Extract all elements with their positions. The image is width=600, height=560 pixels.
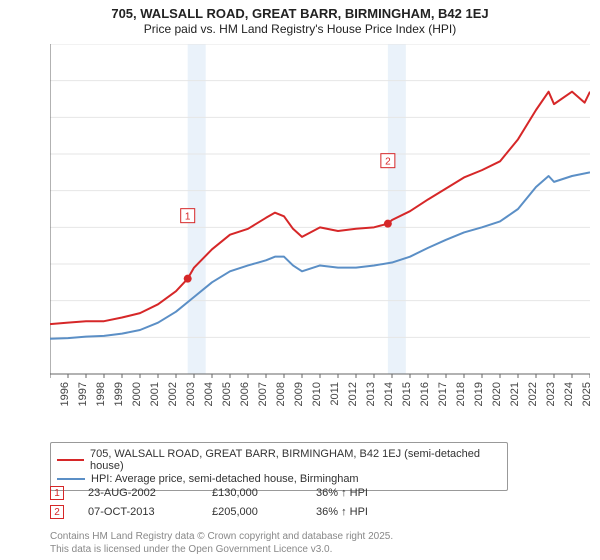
line-chart: £0£50K£100K£150K£200K£250K£300K£350K£400…	[50, 44, 590, 414]
chart-title: 705, WALSALL ROAD, GREAT BARR, BIRMINGHA…	[0, 6, 600, 21]
svg-text:2025: 2025	[581, 382, 590, 406]
svg-text:2021: 2021	[509, 382, 521, 406]
legend-swatch	[57, 478, 85, 480]
svg-text:1: 1	[185, 212, 191, 223]
svg-text:2009: 2009	[293, 382, 305, 406]
svg-text:2007: 2007	[257, 382, 269, 406]
svg-text:2022: 2022	[527, 382, 539, 406]
svg-text:2010: 2010	[311, 382, 323, 406]
event-row: 2 07-OCT-2013 £205,000 36% ↑ HPI	[50, 505, 590, 519]
legend-item: 705, WALSALL ROAD, GREAT BARR, BIRMINGHA…	[57, 448, 501, 472]
event-row: 1 23-AUG-2002 £130,000 36% ↑ HPI	[50, 486, 590, 500]
svg-text:1996: 1996	[59, 382, 71, 406]
svg-text:2001: 2001	[149, 382, 161, 406]
event-hpi: 36% ↑ HPI	[316, 487, 368, 499]
svg-text:2008: 2008	[275, 382, 287, 406]
svg-text:2015: 2015	[401, 382, 413, 406]
event-date: 23-AUG-2002	[88, 487, 188, 499]
event-date: 07-OCT-2013	[88, 506, 188, 518]
svg-text:2012: 2012	[347, 382, 359, 406]
credits: Contains HM Land Registry data © Crown c…	[50, 531, 393, 556]
svg-text:1997: 1997	[77, 382, 89, 406]
credits-line: This data is licensed under the Open Gov…	[50, 544, 393, 557]
event-price: £130,000	[212, 487, 292, 499]
svg-text:2: 2	[385, 157, 391, 168]
legend-label: 705, WALSALL ROAD, GREAT BARR, BIRMINGHA…	[90, 448, 501, 472]
svg-text:1995: 1995	[50, 382, 53, 406]
svg-text:2014: 2014	[383, 382, 395, 406]
svg-text:2004: 2004	[203, 382, 215, 406]
credits-line: Contains HM Land Registry data © Crown c…	[50, 531, 393, 544]
title-block: 705, WALSALL ROAD, GREAT BARR, BIRMINGHA…	[0, 0, 600, 36]
event-hpi: 36% ↑ HPI	[316, 506, 368, 518]
legend: 705, WALSALL ROAD, GREAT BARR, BIRMINGHA…	[50, 442, 508, 491]
legend-item: HPI: Average price, semi-detached house,…	[57, 473, 501, 485]
svg-text:2018: 2018	[455, 382, 467, 406]
svg-text:2003: 2003	[185, 382, 197, 406]
legend-label: HPI: Average price, semi-detached house,…	[91, 473, 359, 485]
svg-text:1998: 1998	[95, 382, 107, 406]
svg-text:2023: 2023	[545, 382, 557, 406]
svg-text:2019: 2019	[473, 382, 485, 406]
svg-text:1999: 1999	[113, 382, 125, 406]
svg-text:2002: 2002	[167, 382, 179, 406]
svg-text:2006: 2006	[239, 382, 251, 406]
chart-area: £0£50K£100K£150K£200K£250K£300K£350K£400…	[50, 44, 590, 414]
event-marker-icon: 1	[50, 486, 64, 500]
event-marker-icon: 2	[50, 505, 64, 519]
svg-text:2024: 2024	[563, 382, 575, 406]
svg-text:2020: 2020	[491, 382, 503, 406]
svg-text:2011: 2011	[329, 382, 341, 406]
svg-text:2005: 2005	[221, 382, 233, 406]
svg-text:2017: 2017	[437, 382, 449, 406]
svg-text:2000: 2000	[131, 382, 143, 406]
chart-subtitle: Price paid vs. HM Land Registry's House …	[0, 22, 600, 36]
legend-swatch	[57, 459, 84, 461]
svg-text:2016: 2016	[419, 382, 431, 406]
events-table: 1 23-AUG-2002 £130,000 36% ↑ HPI 2 07-OC…	[50, 486, 590, 524]
svg-text:2013: 2013	[365, 382, 377, 406]
event-price: £205,000	[212, 506, 292, 518]
